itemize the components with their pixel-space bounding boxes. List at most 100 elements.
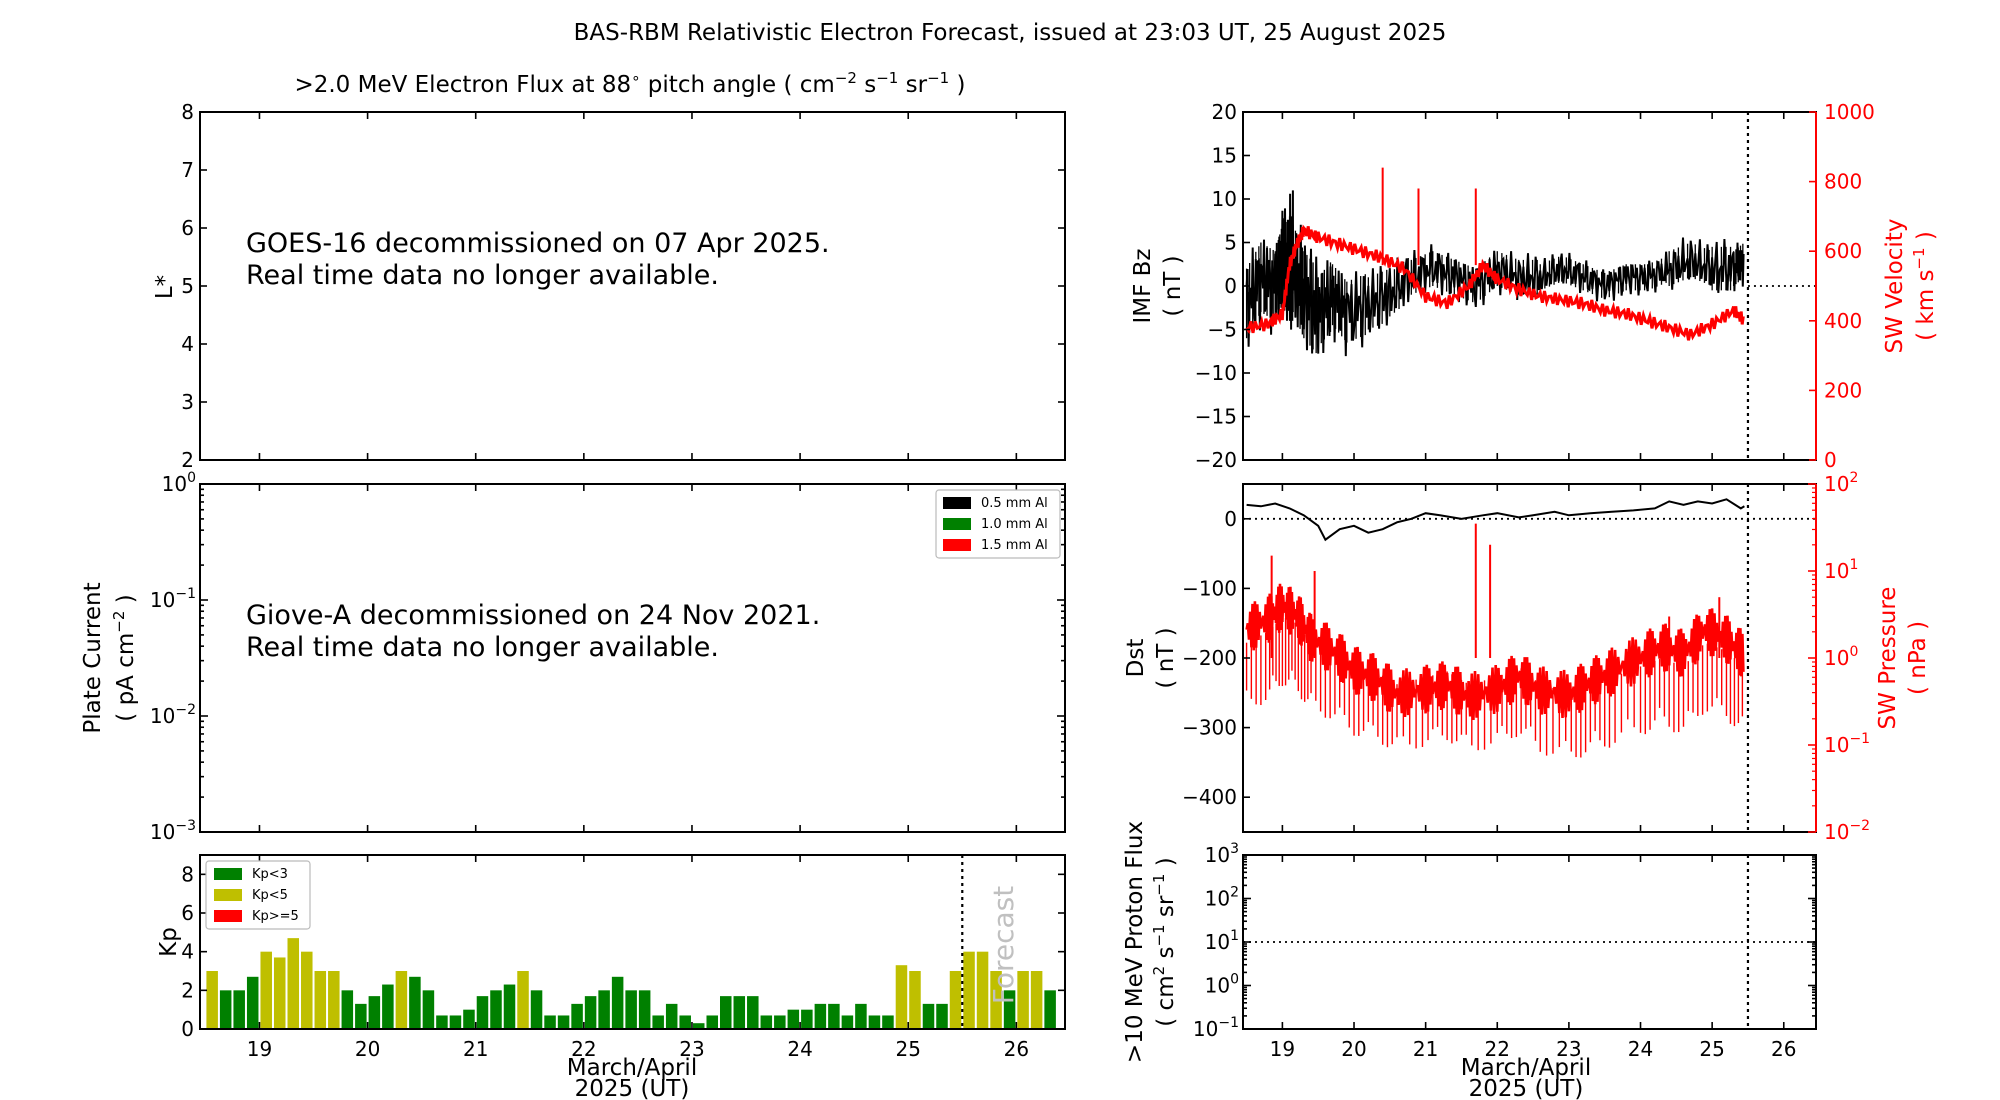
kp-bar	[963, 951, 975, 1029]
imf-tick-label: −20	[1195, 448, 1237, 472]
kp-bar	[733, 996, 746, 1029]
imf-tick-label: −10	[1195, 361, 1237, 385]
kp-bar	[395, 971, 408, 1029]
kp-bar	[895, 965, 908, 1029]
kp-bar	[949, 971, 962, 1029]
kp-bar	[1030, 971, 1043, 1029]
kp-bar	[1017, 971, 1029, 1029]
lstar-tick-label: 5	[181, 274, 194, 298]
kp-bar	[490, 990, 502, 1029]
kp-tick-label: 0	[181, 1017, 194, 1041]
legend-label-1p0mm: 1.0 mm Al	[981, 517, 1048, 532]
kp-bar	[206, 971, 218, 1029]
kp-bar	[679, 1015, 691, 1029]
sw-pressure-tick-label: 10−2	[1824, 818, 1870, 844]
kp-bar	[449, 1015, 462, 1029]
kp-tick-label: 2	[181, 978, 194, 1002]
kp-ylabel: Kp	[156, 927, 182, 957]
kp-bar	[422, 990, 435, 1029]
kp-bar	[544, 1015, 556, 1029]
lstar-tick-label: 4	[181, 332, 194, 356]
day-tick-label: 26	[1004, 1037, 1029, 1061]
proton-tick-label: 102	[1205, 885, 1239, 911]
kp-bar	[409, 976, 421, 1029]
legend-label-kp-lt5: Kp<5	[252, 888, 288, 903]
kp-bar	[476, 996, 489, 1029]
sw-velocity-tick-label: 200	[1824, 378, 1862, 402]
imf-panel: −20 −15 −10 −5 0 5 10 15 20 0 200 400 600 800 1000 IM…	[1130, 100, 1939, 472]
day-tick-label: 21	[1413, 1037, 1438, 1061]
kp-bar	[774, 1015, 786, 1029]
proton-flux-ylabel-line2: ( cm2 s−1 sr−1 )	[1150, 857, 1179, 1026]
proton-flux-x-ticks: 19 20 21 22 23 24 25 26	[1270, 855, 1796, 1061]
legend-swatch-0p5mm	[943, 497, 971, 509]
sw-velocity-tick-label: 400	[1824, 309, 1862, 333]
plate-current-ylabel-line1: Plate Current	[80, 582, 106, 733]
kp-bar	[760, 1015, 773, 1029]
kp-bar	[219, 990, 232, 1029]
legend-swatch-kp-lt3	[214, 868, 242, 880]
imf-tick-label: 0	[1224, 274, 1237, 298]
kp-bar	[720, 996, 732, 1029]
kp-bar	[314, 971, 327, 1029]
dst-tick-label: −300	[1182, 716, 1237, 740]
lstar-tick-label: 8	[181, 100, 194, 124]
sw-velocity-label-line2: ( km s−1 )	[1910, 231, 1939, 341]
proton-flux-panel: 10−1 100 101 102 103 19 20 21 22 23 24 25 26 >10 Me…	[1122, 821, 1817, 1100]
kp-bar	[787, 1009, 800, 1029]
proton-tick-label: 10−1	[1193, 1015, 1239, 1041]
proton-tick-label: 100	[1205, 972, 1239, 998]
legend-swatch-kp-ge5	[214, 910, 242, 922]
right-xlabel-line2: 2025 (UT)	[1469, 1076, 1584, 1100]
lstar-tick-label: 7	[181, 158, 194, 182]
sw-velocity-y-ticks: 0 200 400 600 800 1000	[1809, 100, 1875, 472]
sw-velocity-tick-label: 600	[1824, 239, 1862, 263]
kp-bar	[1003, 990, 1016, 1029]
imf-tick-label: −5	[1208, 318, 1237, 342]
imf-bz-series	[1245, 190, 1745, 357]
dst-ylabel-line1: Dst	[1123, 639, 1149, 678]
kp-bar	[246, 976, 259, 1029]
legend-swatch-1p5mm	[943, 539, 971, 551]
kp-bar	[828, 1003, 840, 1029]
kp-bar	[611, 976, 624, 1029]
kp-bar	[287, 938, 300, 1029]
plate-current-axes	[199, 483, 1066, 833]
legend-label-1p5mm: 1.5 mm Al	[981, 538, 1048, 553]
plate-tick-label: 10−1	[150, 586, 196, 612]
lstar-tick-label: 3	[181, 390, 194, 414]
kp-bar	[706, 1015, 718, 1029]
kp-forecast-label: Forecast	[987, 886, 1020, 1005]
kp-bar	[530, 990, 543, 1029]
kp-bar	[273, 957, 286, 1029]
kp-legend: Kp<3 Kp<5 Kp>=5	[205, 860, 311, 930]
left-xlabel-line1: March/April	[567, 1055, 697, 1081]
electron-flux-annotation-line1: GOES-16 decommissioned on 07 Apr 2025.	[246, 228, 830, 259]
day-tick-label: 25	[1699, 1037, 1724, 1061]
day-tick-label: 24	[1628, 1037, 1653, 1061]
kp-bar	[1044, 990, 1056, 1029]
imf-tick-label: 20	[1212, 100, 1237, 124]
kp-bar	[922, 1003, 935, 1029]
imf-tick-label: 10	[1212, 187, 1237, 211]
day-tick-label: 26	[1771, 1037, 1796, 1061]
sw-pressure-tick-label: 101	[1824, 557, 1858, 583]
kp-bar	[436, 1015, 448, 1029]
legend-swatch-1p0mm	[943, 518, 971, 530]
sw-velocity-tick-label: 800	[1824, 170, 1862, 194]
day-tick-label: 20	[1341, 1037, 1366, 1061]
kp-bar	[976, 951, 989, 1029]
kp-bar	[557, 1015, 570, 1029]
kp-bar	[382, 984, 394, 1029]
kp-bar	[841, 1015, 854, 1029]
kp-bar	[463, 1009, 475, 1029]
kp-tick-label: 4	[181, 940, 194, 964]
proton-flux-ylabel-line1: >10 MeV Proton Flux	[1122, 821, 1148, 1063]
kp-axes	[199, 854, 1066, 1030]
lstar-tick-label: 2	[181, 448, 194, 472]
figure-title: BAS-RBM Relativistic Electron Forecast, …	[574, 20, 1447, 46]
day-tick-label: 23	[1556, 1037, 1581, 1061]
sw-pressure-spikes	[1270, 523, 1721, 658]
